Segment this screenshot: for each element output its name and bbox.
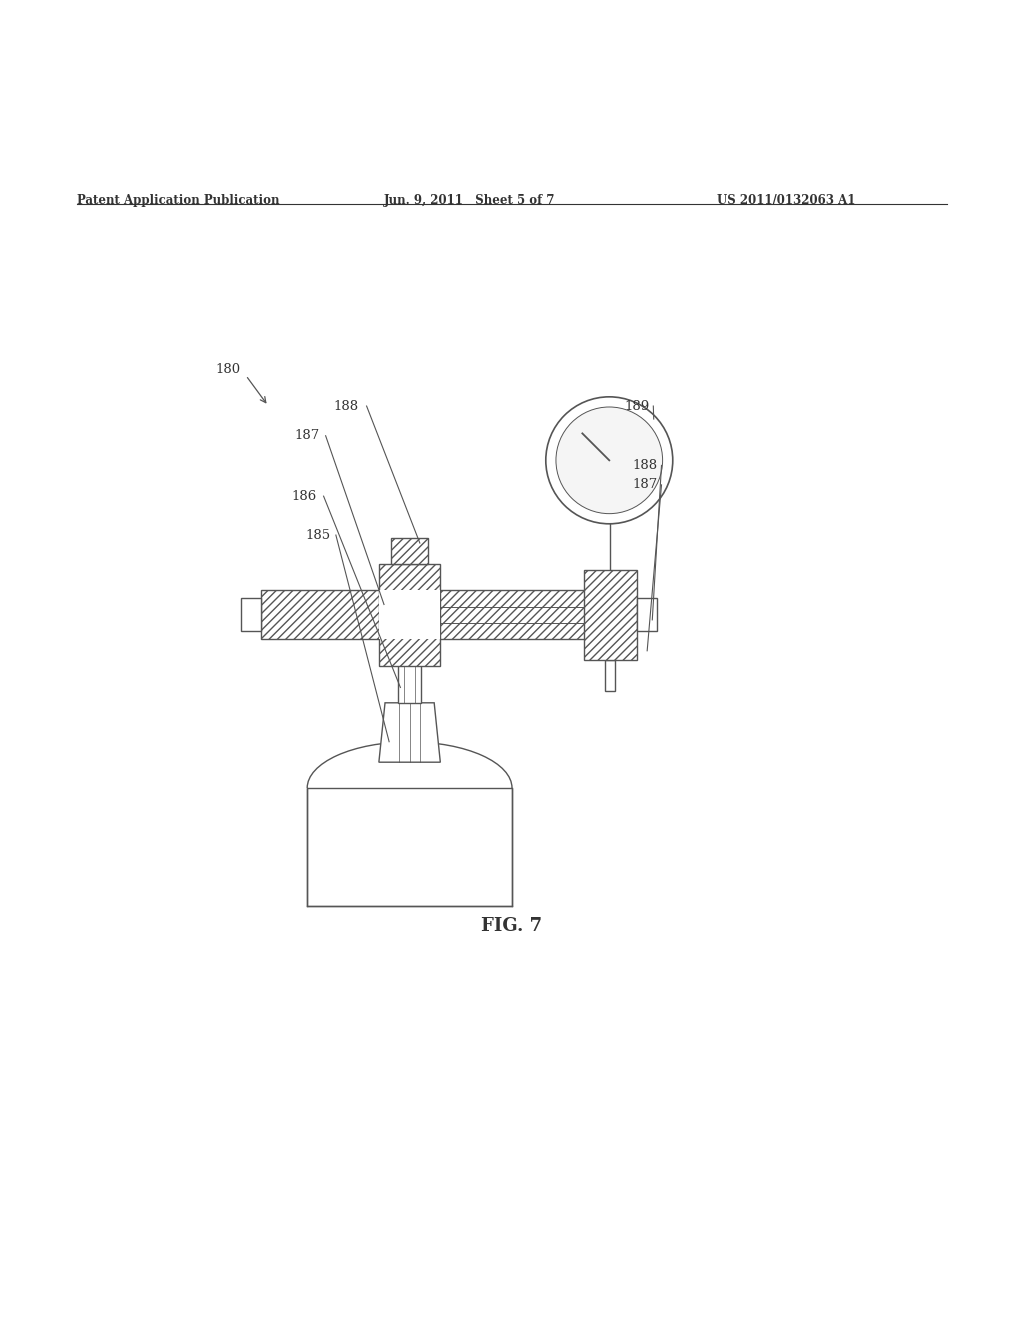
- Bar: [379, 564, 440, 665]
- Bar: [637, 598, 657, 631]
- Text: 187: 187: [633, 478, 658, 491]
- Bar: [379, 590, 440, 639]
- Text: 180: 180: [215, 363, 241, 376]
- Bar: [261, 590, 612, 639]
- Bar: [584, 570, 637, 660]
- Text: 187: 187: [295, 429, 321, 442]
- Circle shape: [556, 407, 663, 513]
- Circle shape: [546, 397, 673, 524]
- Bar: [391, 539, 428, 564]
- Text: FIG. 7: FIG. 7: [481, 917, 543, 936]
- Bar: [241, 598, 261, 631]
- Text: 185: 185: [305, 528, 331, 541]
- Text: Jun. 9, 2011   Sheet 5 of 7: Jun. 9, 2011 Sheet 5 of 7: [384, 194, 555, 207]
- Bar: [307, 788, 512, 906]
- Text: 188: 188: [633, 459, 658, 473]
- Bar: [398, 664, 421, 702]
- Text: US 2011/0132063 A1: US 2011/0132063 A1: [717, 194, 855, 207]
- Text: 189: 189: [625, 400, 650, 413]
- Text: 186: 186: [292, 490, 317, 503]
- Bar: [605, 660, 615, 690]
- Text: 188: 188: [334, 400, 359, 413]
- Text: Patent Application Publication: Patent Application Publication: [77, 194, 280, 207]
- Polygon shape: [379, 702, 440, 762]
